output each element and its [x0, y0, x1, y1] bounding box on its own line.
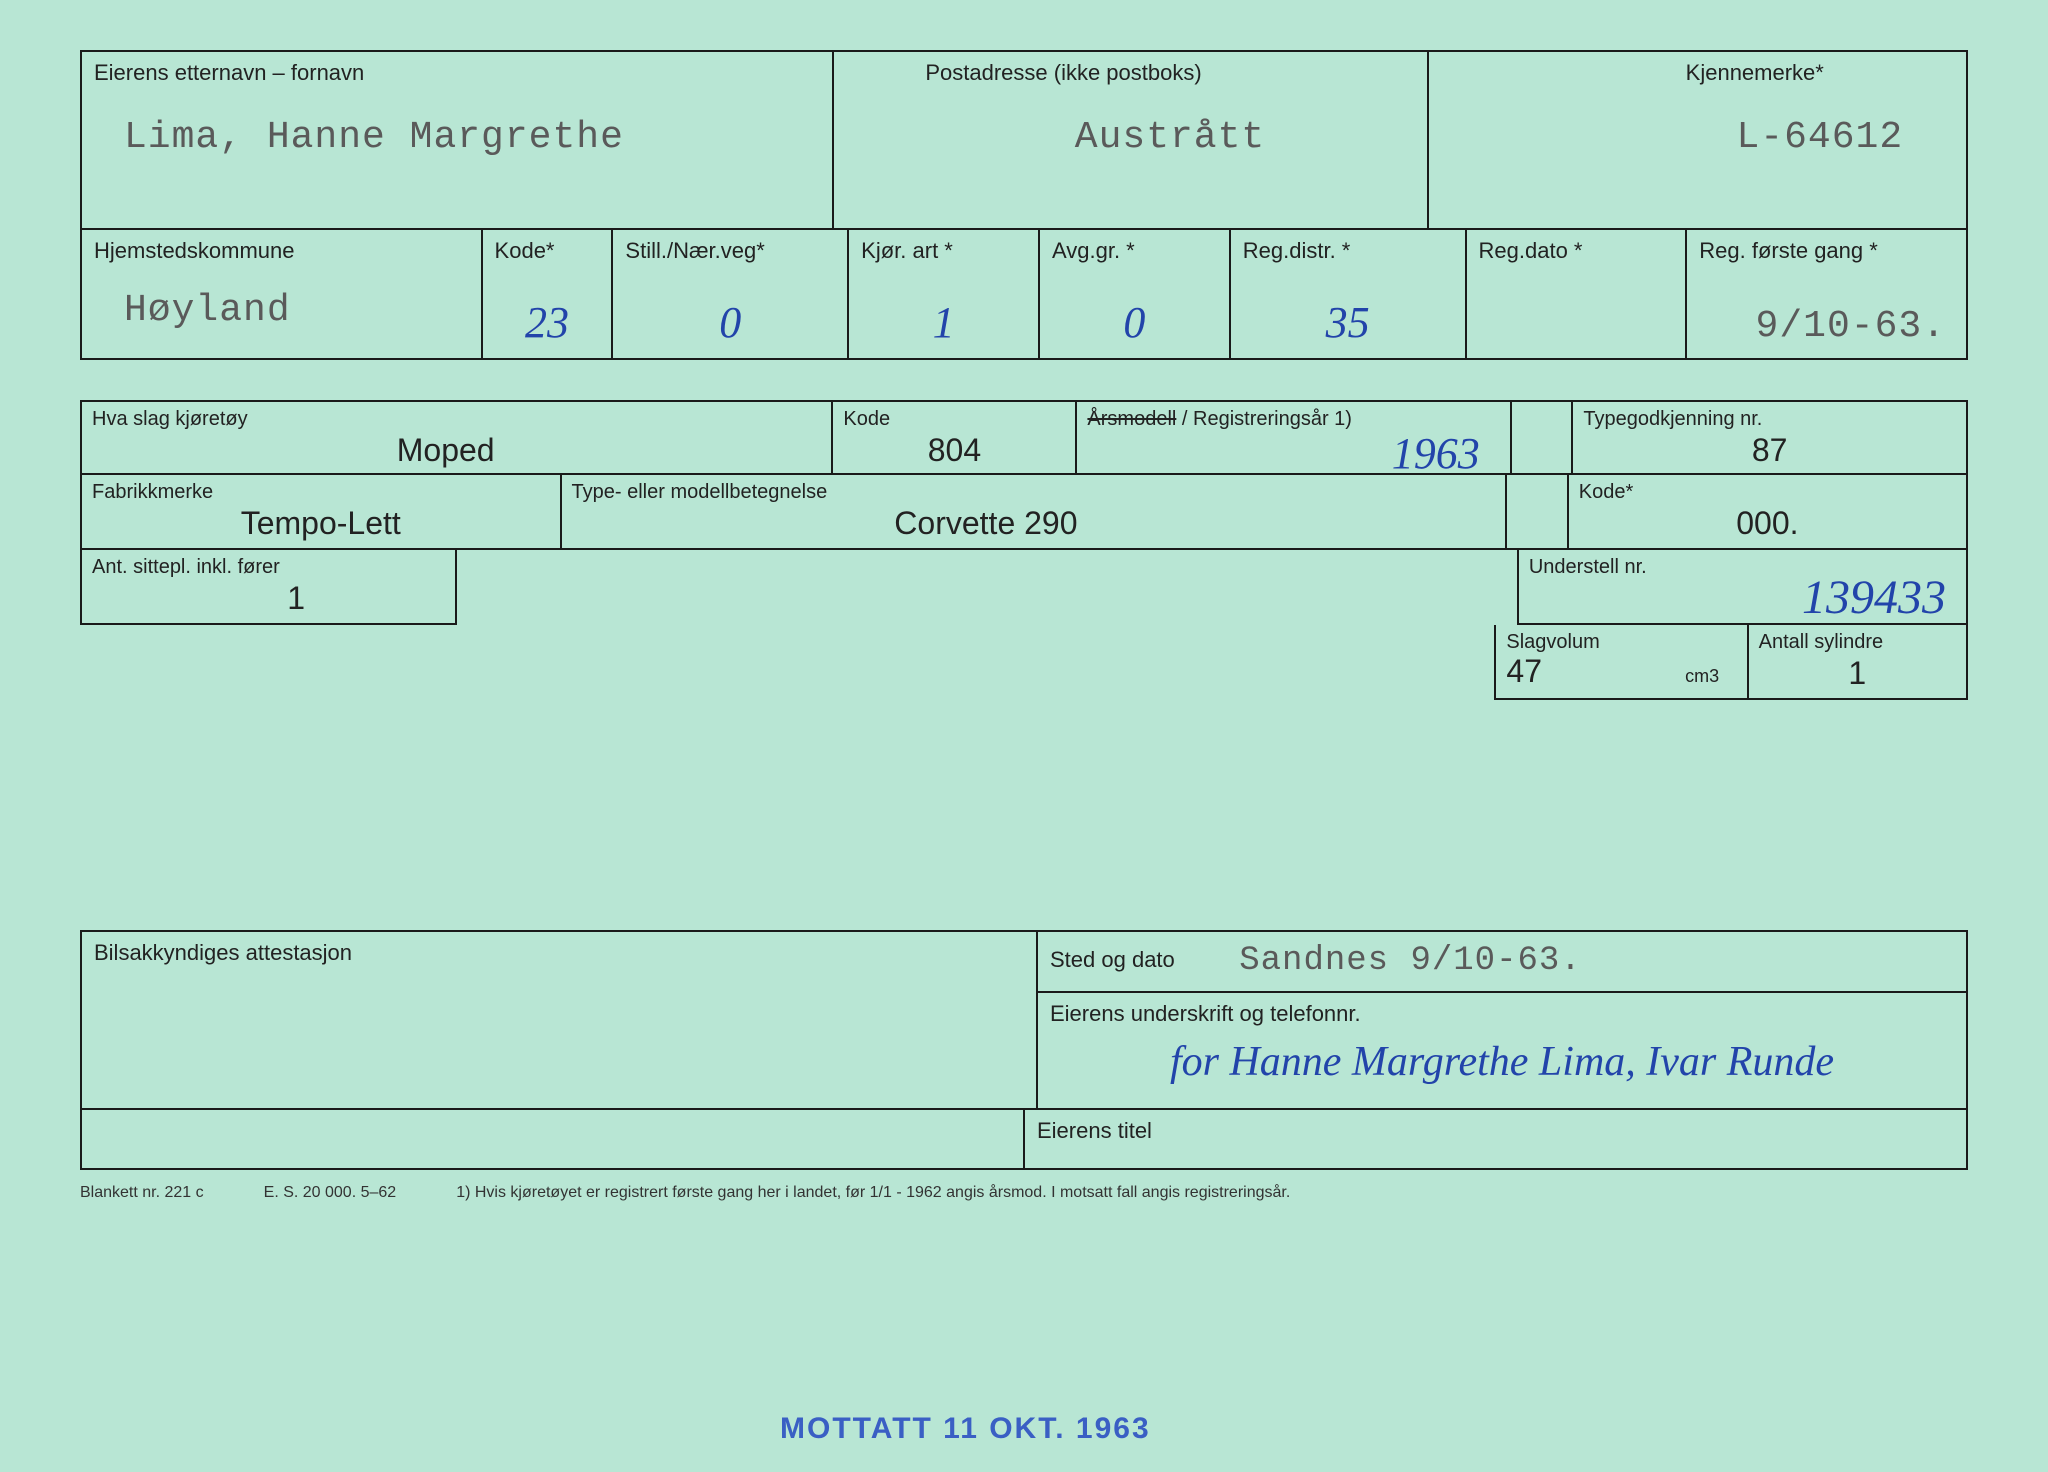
spacer-cell-4	[1507, 475, 1569, 550]
sylindre-value: 1	[1848, 655, 1866, 692]
kode2-cell: Kode 804	[833, 400, 1077, 475]
owner-name-value: Lima, Hanne Margrethe	[124, 116, 820, 159]
bottom-section: Bilsakkyndiges attestasjon Sted og dato …	[80, 930, 1968, 1170]
kode-label: Kode*	[495, 238, 600, 264]
sittepl-value: 1	[287, 580, 305, 617]
understell-label: Understell nr.	[1529, 556, 1647, 578]
reg-forste-label: Reg. første gang *	[1699, 238, 1954, 264]
footer-es: E. S. 20 000. 5–62	[264, 1184, 397, 1202]
understell-cell: Understell nr. 139433	[1517, 550, 1968, 625]
registration-card: Eierens etternavn – fornavn Lima, Hanne …	[0, 0, 2048, 1472]
fabrikkmerke-label: Fabrikkmerke	[92, 481, 213, 503]
sted-dato-value: Sandnes 9/10-63.	[1239, 942, 1581, 980]
reg-distr-value: 35	[1326, 297, 1370, 348]
signature-cell: Eierens underskrift og telefonnr. for Ha…	[1038, 993, 1968, 1110]
empty-area-1	[457, 550, 1517, 625]
avg-gr-label: Avg.gr. *	[1052, 238, 1217, 264]
municipality-label: Hjemstedskommune	[94, 238, 469, 264]
kjor-art-label: Kjør. art *	[861, 238, 1026, 264]
arsmodell-cell: Årsmodell / Registreringsår 1) 1963	[1077, 400, 1511, 475]
type-modell-value: Corvette 290	[894, 505, 1077, 542]
sylindre-label: Antall sylindre	[1759, 631, 1884, 653]
address-label: Postadresse (ikke postboks)	[925, 60, 1414, 86]
fabrikkmerke-value: Tempo-Lett	[241, 505, 401, 542]
attestasjon-cell: Bilsakkyndiges attestasjon	[80, 930, 1038, 1110]
typegodkjenning-cell: Typegodkjenning nr. 87	[1573, 400, 1968, 475]
sted-dato-label: Sted og dato	[1050, 947, 1175, 972]
footer: Blankett nr. 221 c E. S. 20 000. 5–62 1)…	[80, 1184, 1968, 1202]
sylindre-cell: Antall sylindre 1	[1749, 625, 1968, 700]
address-value: Austrått	[925, 116, 1414, 159]
received-stamp: MOTTATT 11 OKT. 1963	[780, 1412, 1151, 1446]
municipality-cell: Hjemstedskommune Høyland	[80, 230, 483, 360]
vehicle-section: Hva slag kjøretøy Moped Kode 804 Årsmode…	[80, 400, 1968, 700]
reg-distr-cell: Reg.distr. * 35	[1231, 230, 1467, 360]
understell-value: 139433	[1802, 570, 1946, 625]
owner-name-cell: Eierens etternavn – fornavn Lima, Hanne …	[80, 50, 834, 230]
attestasjon-label: Bilsakkyndiges attestasjon	[94, 940, 1024, 966]
slagvolum-unit: cm3	[1685, 666, 1719, 687]
kode2-label: Kode	[843, 408, 890, 430]
still-cell: Still./Nær.veg* 0	[613, 230, 849, 360]
type-modell-label: Type- eller modellbetegnelse	[572, 481, 828, 503]
slagvolum-label: Slagvolum	[1506, 631, 1599, 653]
license-label: Kjennemerke*	[1686, 60, 1954, 86]
spacer-cell-3	[1512, 400, 1574, 475]
footer-blankett: Blankett nr. 221 c	[80, 1184, 204, 1202]
kjor-art-value: 1	[933, 297, 955, 348]
kode3-value: 000.	[1736, 505, 1798, 542]
kode3-label: Kode*	[1579, 481, 1634, 503]
titel-cell: Eierens titel	[1025, 1110, 1968, 1170]
still-label: Still./Nær.veg*	[625, 238, 835, 264]
sittepl-cell: Ant. sittepl. inkl. fører 1	[80, 550, 457, 625]
sted-dato-cell: Sted og dato Sandnes 9/10-63.	[1038, 930, 1968, 993]
kode-value: 23	[525, 297, 569, 348]
arsmodell-label: Årsmodell	[1087, 408, 1176, 430]
empty-area-2	[80, 625, 1494, 700]
arsmodell-value: 1963	[1392, 428, 1480, 479]
spacer-cell-1	[834, 50, 913, 230]
slagvolum-value: 47	[1506, 653, 1542, 690]
attestasjon-lower-cell	[80, 1110, 1025, 1170]
underskrift-label: Eierens underskrift og telefonnr.	[1050, 1001, 1954, 1027]
vehicle-type-value: Moped	[397, 432, 495, 469]
avg-gr-value: 0	[1123, 297, 1145, 348]
registreringsar-label: / Registreringsår 1)	[1176, 408, 1352, 430]
codes-row: Hjemstedskommune Høyland Kode* 23 Still.…	[80, 230, 1968, 360]
sittepl-label: Ant. sittepl. inkl. fører	[92, 556, 280, 578]
reg-forste-value: 9/10-63.	[1756, 305, 1946, 348]
fabrikkmerke-cell: Fabrikkmerke Tempo-Lett	[80, 475, 562, 550]
avg-gr-cell: Avg.gr. * 0	[1040, 230, 1231, 360]
spacer-cell-2	[1429, 50, 1674, 230]
typegodkjenning-label: Typegodkjenning nr.	[1583, 408, 1762, 430]
titel-label: Eierens titel	[1037, 1118, 1954, 1144]
reg-distr-label: Reg.distr. *	[1243, 238, 1453, 264]
license-cell: Kjennemerke* L-64612	[1674, 50, 1968, 230]
slagvolum-cell: Slagvolum 47 cm3	[1494, 625, 1748, 700]
municipality-value: Høyland	[124, 289, 469, 332]
reg-forste-cell: Reg. første gang * 9/10-63.	[1687, 230, 1968, 360]
signature-value: for Hanne Margrethe Lima, Ivar Runde	[1050, 1039, 1954, 1085]
kjor-art-cell: Kjør. art * 1	[849, 230, 1040, 360]
footer-note: 1) Hvis kjøretøyet er registrert første …	[456, 1184, 1290, 1202]
kode3-cell: Kode* 000.	[1569, 475, 1968, 550]
address-cell: Postadresse (ikke postboks) Austrått	[913, 50, 1428, 230]
vehicle-type-cell: Hva slag kjøretøy Moped	[80, 400, 833, 475]
kode-cell: Kode* 23	[483, 230, 614, 360]
typegodkjenning-value: 87	[1752, 432, 1788, 469]
owner-name-label: Eierens etternavn – fornavn	[94, 60, 820, 86]
still-value: 0	[719, 297, 741, 348]
kode2-value: 804	[928, 432, 981, 469]
vehicle-type-label: Hva slag kjøretøy	[92, 408, 248, 430]
reg-dato-cell: Reg.dato *	[1467, 230, 1688, 360]
owner-row: Eierens etternavn – fornavn Lima, Hanne …	[80, 50, 1968, 230]
reg-dato-label: Reg.dato *	[1479, 238, 1674, 264]
type-modell-cell: Type- eller modellbetegnelse Corvette 29…	[562, 475, 1507, 550]
license-value: L-64612	[1686, 116, 1954, 159]
